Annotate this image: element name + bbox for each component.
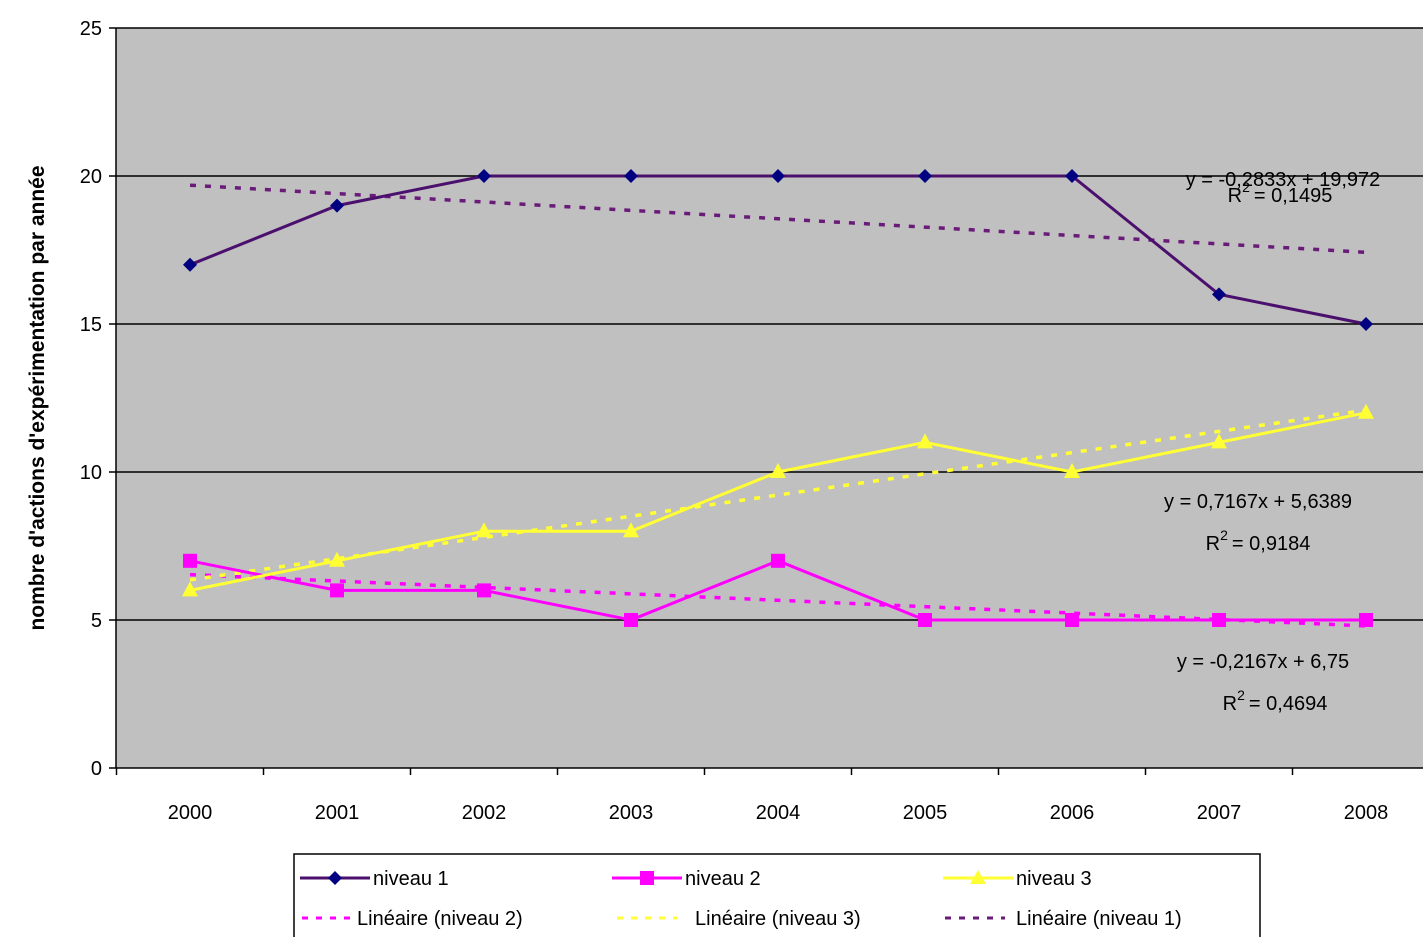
- data-point-square: [477, 583, 491, 598]
- legend-label: Linéaire (niveau 1): [1016, 908, 1182, 930]
- r-squared-text: R2 = 0,1495: [1228, 179, 1333, 207]
- legend-label: Linéaire (niveau 3): [695, 908, 861, 930]
- trendline-equation-niveau-2: y = -0,2167x + 6,75 R2 = 0,4694: [1177, 651, 1349, 715]
- data-point-triangle: [1358, 403, 1374, 419]
- legend-item-niveau-1: niveau 1: [300, 868, 449, 890]
- data-point-diamond: [1065, 169, 1079, 183]
- x-tick-label: 2002: [462, 802, 507, 824]
- legend-item-lineaire-niveau-2: Linéaire (niveau 2): [302, 908, 523, 930]
- data-point-diamond: [1359, 317, 1373, 331]
- x-tick-label: 2007: [1197, 802, 1242, 824]
- data-point-triangle: [917, 433, 933, 449]
- data-point-square: [330, 583, 344, 598]
- legend-item-niveau-3: niveau 3: [943, 868, 1092, 890]
- data-point-diamond: [477, 169, 491, 183]
- legend-item-niveau-2: niveau 2: [612, 868, 761, 890]
- data-point-diamond: [330, 198, 344, 213]
- data-point-diamond: [624, 169, 638, 183]
- r-squared-text: R2 = 0,9184: [1206, 527, 1311, 555]
- data-point-diamond: [183, 257, 197, 272]
- y-axis-label: nombre d'actions d'expérimentation par a…: [26, 165, 49, 630]
- r-squared-text: R2 = 0,4694: [1223, 687, 1328, 715]
- equation-text: y = -0,2167x + 6,75: [1177, 651, 1349, 673]
- equation-text: y = 0,7167x + 5,6389: [1164, 491, 1352, 513]
- data-point-square: [1065, 613, 1079, 627]
- data-point-triangle: [623, 522, 639, 538]
- data-point-triangle: [1211, 433, 1227, 449]
- x-tick-label: 2008: [1344, 802, 1389, 824]
- data-point-square: [624, 613, 638, 627]
- data-point-square: [771, 553, 785, 568]
- legend: niveau 1 niveau 2 niveau 3 Linéaire (niv…: [293, 853, 1261, 941]
- data-point-diamond: [918, 169, 932, 183]
- y-tick-label: 0: [91, 758, 102, 780]
- plot-area-background: [116, 28, 1423, 768]
- series-markers: [182, 169, 1374, 627]
- x-tick-label: 2000: [168, 802, 213, 824]
- legend-label: niveau 2: [685, 868, 761, 890]
- trendline-equation-niveau-3: y = 0,7167x + 5,6389 R2 = 0,9184: [1164, 491, 1352, 555]
- data-point-square: [1359, 613, 1373, 627]
- y-tick-label: 20: [80, 166, 102, 188]
- legend-label: Linéaire (niveau 2): [357, 908, 523, 930]
- x-tick-label: 2005: [903, 802, 948, 824]
- data-point-triangle: [1064, 463, 1080, 478]
- legend-box: [293, 853, 1261, 941]
- equation-text: y = -0,2833x + 19,972: [1186, 169, 1381, 191]
- data-point-square: [183, 553, 197, 568]
- data-point-square: [918, 613, 932, 627]
- legend-item-lineaire-niveau-1: Linéaire (niveau 1): [945, 908, 1182, 930]
- axes: 0 5 10 15 20 25 2000 2001 2002 2003 2004 2005 2006 20…: [80, 18, 1423, 824]
- legend-item-lineaire-niveau-3: Linéaire (niveau 3): [617, 908, 861, 930]
- y-tick-label: 5: [91, 610, 102, 632]
- x-tick-label: 2003: [609, 802, 654, 824]
- data-point-square: [1212, 613, 1226, 627]
- legend-diamond-marker: [328, 871, 342, 885]
- x-tick-label: 2006: [1050, 802, 1095, 824]
- data-point-diamond: [771, 169, 785, 183]
- y-tick-label: 15: [80, 314, 102, 336]
- data-point-triangle: [476, 522, 492, 538]
- trendline: [189, 572, 1367, 628]
- data-point-triangle: [770, 463, 786, 478]
- data-point-triangle: [329, 551, 345, 567]
- data-point-diamond: [1212, 287, 1226, 302]
- legend-square-marker: [640, 871, 654, 885]
- x-tick-label: 2004: [756, 802, 801, 824]
- y-tick-label: 25: [80, 18, 102, 40]
- y-tick-label: 10: [80, 462, 102, 484]
- legend-label: niveau 3: [1016, 868, 1092, 890]
- legend-label: niveau 1: [373, 868, 449, 890]
- legend-triangle-marker: [970, 870, 986, 884]
- data-point-triangle: [182, 581, 198, 597]
- trendline-equation-niveau-1: y = -0,2833x + 19,972 R2 = 0,1495: [1186, 169, 1381, 207]
- x-tick-label: 2001: [315, 802, 360, 824]
